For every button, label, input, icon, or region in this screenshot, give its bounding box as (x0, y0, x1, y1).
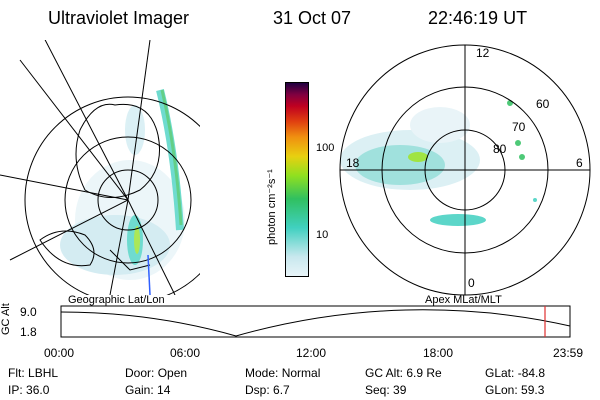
mlt-label: 0 (468, 276, 475, 290)
mlat-label: 80 (493, 142, 507, 156)
status-glon: GLon: 59.3 (485, 383, 545, 397)
status-flt: Flt: LBHL (8, 366, 59, 380)
status-glat: GLat: -84.8 (485, 366, 546, 380)
status-ip: IP: 36.0 (8, 383, 50, 397)
altitude-ylabel: GC Alt (0, 303, 12, 335)
status-door: Door: Open (125, 366, 188, 380)
right-panel-caption: Apex MLat/MLT (425, 294, 502, 306)
altitude-plot (60, 305, 571, 338)
colorbar-tick: 10 (316, 229, 329, 241)
left-panel-caption: Geographic Lat/Lon (68, 294, 165, 306)
altitude-xtick: 12:00 (296, 346, 327, 360)
altitude-ytick: 9.0 (20, 305, 37, 319)
geographic-image (0, 40, 200, 295)
altitude-xtick: 00:00 (44, 346, 75, 360)
status-seq: Seq: 39 (365, 383, 407, 397)
status-dsp: Dsp: 6.7 (245, 383, 290, 397)
date-label: 31 Oct 07 (273, 8, 352, 28)
status-gc-alt: GC Alt: 6.9 Re (365, 366, 442, 380)
colorbar (285, 82, 309, 277)
altitude-xtick: 18:00 (423, 346, 454, 360)
mlt-label: 6 (576, 156, 583, 170)
mlat-label: 60 (536, 97, 550, 111)
time-label: 22:46:19 UT (428, 8, 528, 28)
altitude-xtick: 06:00 (170, 346, 201, 360)
instrument-title: Ultraviolet Imager (48, 8, 190, 28)
mlt-label: 18 (346, 156, 360, 170)
status-gain: Gain: 14 (125, 383, 171, 397)
mlat-label: 70 (512, 120, 526, 134)
mlt-label: 12 (476, 46, 490, 60)
altitude-xtick: 23:59 (553, 346, 584, 360)
status-mode: Mode: Normal (245, 366, 321, 380)
altitude-ytick: 1.8 (20, 325, 37, 339)
colorbar-unit-label: photon cm⁻²s⁻¹ (266, 169, 278, 245)
mlat-mlt-plot (339, 44, 591, 296)
colorbar-tick: 100 (316, 142, 335, 154)
